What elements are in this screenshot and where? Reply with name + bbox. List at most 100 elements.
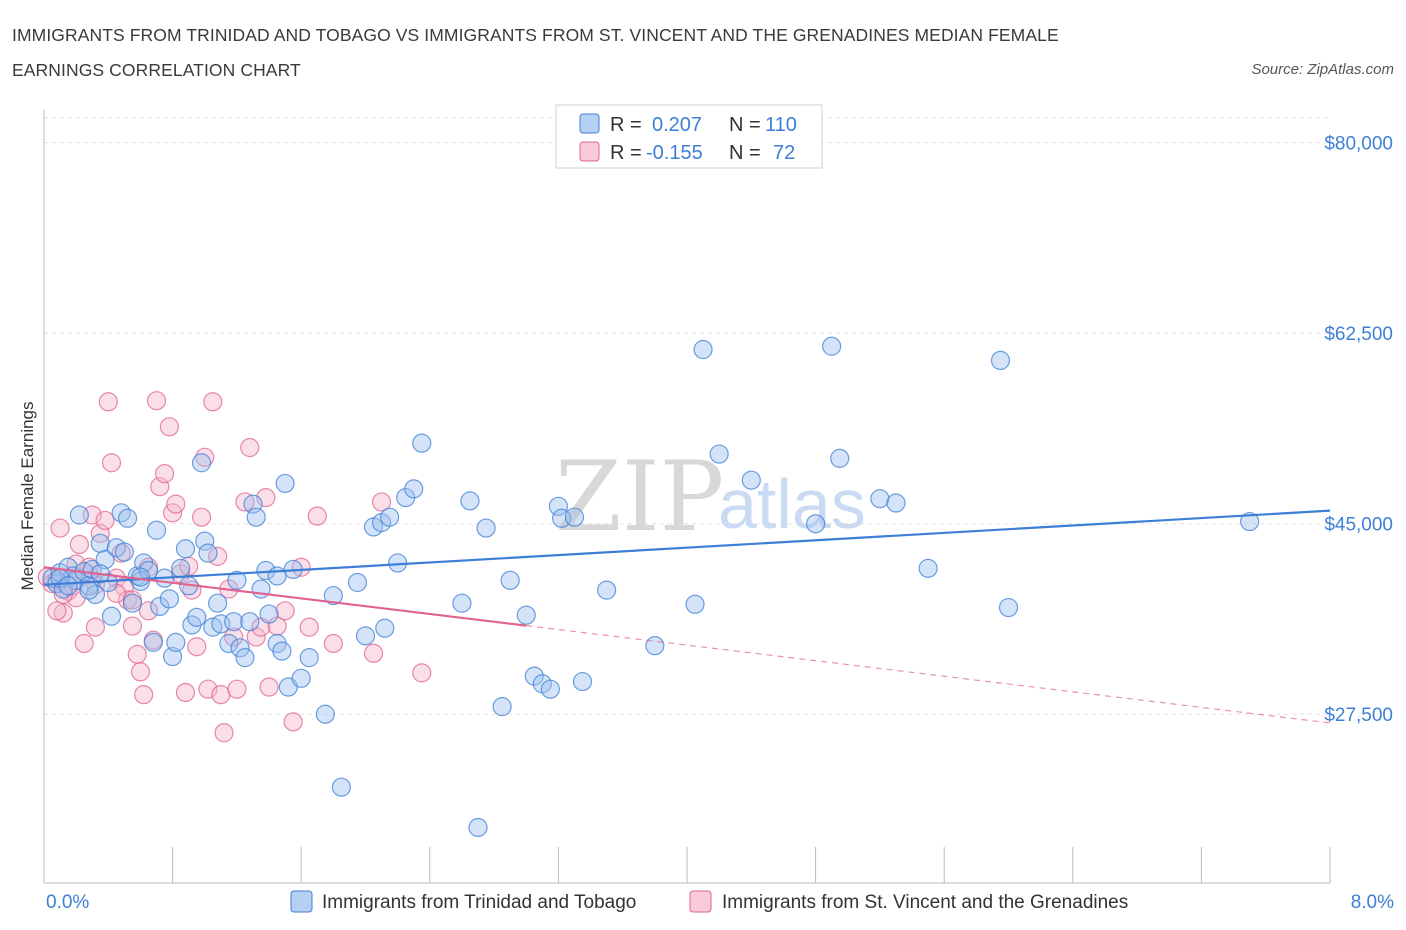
point-svg: [203, 392, 223, 412]
point-tt: [219, 633, 239, 654]
point-svg: [47, 601, 67, 621]
point-svg: [412, 663, 432, 683]
point-tt: [870, 489, 890, 509]
point-svg: [74, 633, 94, 654]
point-svg: [187, 637, 207, 657]
point-tt: [163, 646, 183, 667]
point-tt: [224, 612, 244, 632]
point-tt: [492, 697, 512, 717]
point-tt: [117, 508, 138, 528]
legend-r-value-svg: -0.155: [646, 142, 703, 164]
point-svg: [166, 494, 186, 514]
point-svg: [214, 723, 234, 743]
trend-line-tt: [43, 509, 1331, 586]
point-svg: [211, 685, 231, 705]
point-tt: [291, 668, 311, 688]
point-tt: [240, 612, 260, 632]
point-tt: [315, 704, 335, 724]
point-svg: [154, 464, 175, 484]
point-tt: [166, 632, 186, 652]
point-tt: [331, 777, 351, 797]
point-tt: [195, 531, 215, 551]
point-tt: [886, 493, 906, 513]
point-svg: [307, 506, 327, 526]
point-svg: [85, 617, 106, 637]
point-svg: [191, 507, 212, 527]
point-svg: [371, 492, 392, 512]
point-svg: [227, 679, 247, 699]
watermark-zip: ZIP: [555, 441, 724, 553]
trend-line-svg: [43, 566, 527, 627]
point-tt: [380, 507, 400, 527]
point-svg: [299, 617, 319, 637]
point-tt: [452, 593, 472, 613]
bottom-legend-label-svg: Immigrants from St. Vincent and the Gren…: [722, 892, 1128, 913]
point-tt: [460, 491, 480, 511]
point-tt: [230, 638, 250, 658]
legend-swatch-svg: [579, 141, 600, 162]
y-tick-label: $45,000: [1324, 515, 1393, 536]
point-tt: [1240, 511, 1260, 532]
trend-lines: [43, 509, 1331, 724]
series-svg-points: [37, 391, 432, 743]
point-tt: [275, 473, 295, 494]
point-svg: [50, 518, 70, 538]
point-svg: [53, 584, 73, 605]
point-tt: [645, 636, 665, 656]
legend-r-label-svg: R =: [610, 142, 642, 164]
point-svg: [69, 534, 89, 555]
point-svg: [138, 601, 159, 621]
point-tt: [101, 606, 122, 626]
point-tt: [830, 448, 850, 468]
point-tt: [267, 566, 287, 586]
point-tt: [540, 679, 560, 699]
point-tt: [191, 453, 212, 473]
y-tick-label: $80,000: [1324, 134, 1393, 155]
point-svg: [101, 453, 122, 473]
point-svg: [175, 682, 196, 703]
point-tt: [597, 580, 617, 600]
bottom-legend-label-tt: Immigrants from Trinidad and Tobago: [322, 892, 636, 913]
point-svg: [122, 616, 143, 636]
point-tt: [79, 580, 99, 600]
legend-n-value-svg: 72: [773, 142, 795, 164]
point-svg: [283, 712, 303, 732]
point-tt: [404, 479, 424, 499]
point-tt: [572, 671, 593, 692]
point-svg: [235, 492, 255, 512]
point-tt: [693, 339, 713, 360]
bottom-legend-swatch-tt: [290, 890, 313, 913]
point-tt: [347, 572, 368, 593]
trend-line-svg-extension: [526, 625, 1331, 724]
point-tt: [259, 604, 279, 624]
legend-n-label-svg: N =: [729, 142, 761, 164]
point-tt: [235, 648, 255, 668]
point-svg: [291, 557, 311, 577]
point-svg: [159, 417, 179, 437]
y-tick-label: $27,500: [1324, 705, 1393, 726]
point-tt: [709, 444, 729, 464]
x-tick-label-max: 8.0%: [1351, 892, 1394, 913]
point-tt: [227, 570, 247, 590]
point-tt: [990, 350, 1011, 371]
point-svg: [106, 583, 126, 603]
point-tt: [150, 596, 170, 617]
point-tt: [998, 597, 1019, 618]
point-svg: [363, 643, 384, 663]
point-tt: [122, 593, 143, 613]
point-svg: [259, 677, 279, 697]
point-tt: [524, 666, 544, 686]
legend-r-value-tt: 0.207: [652, 114, 702, 136]
point-svg: [127, 644, 147, 664]
point-tt: [171, 558, 191, 578]
point-svg: [146, 391, 167, 411]
point-tt: [130, 571, 151, 592]
point-svg: [130, 662, 151, 682]
point-tt: [299, 648, 319, 668]
point-tt: [355, 626, 376, 646]
legend-box: [555, 104, 823, 169]
source-note: Source: ZipAtlas.com: [1251, 61, 1394, 78]
point-tt: [95, 550, 115, 570]
point-svg: [240, 437, 260, 458]
point-tt: [476, 518, 496, 538]
